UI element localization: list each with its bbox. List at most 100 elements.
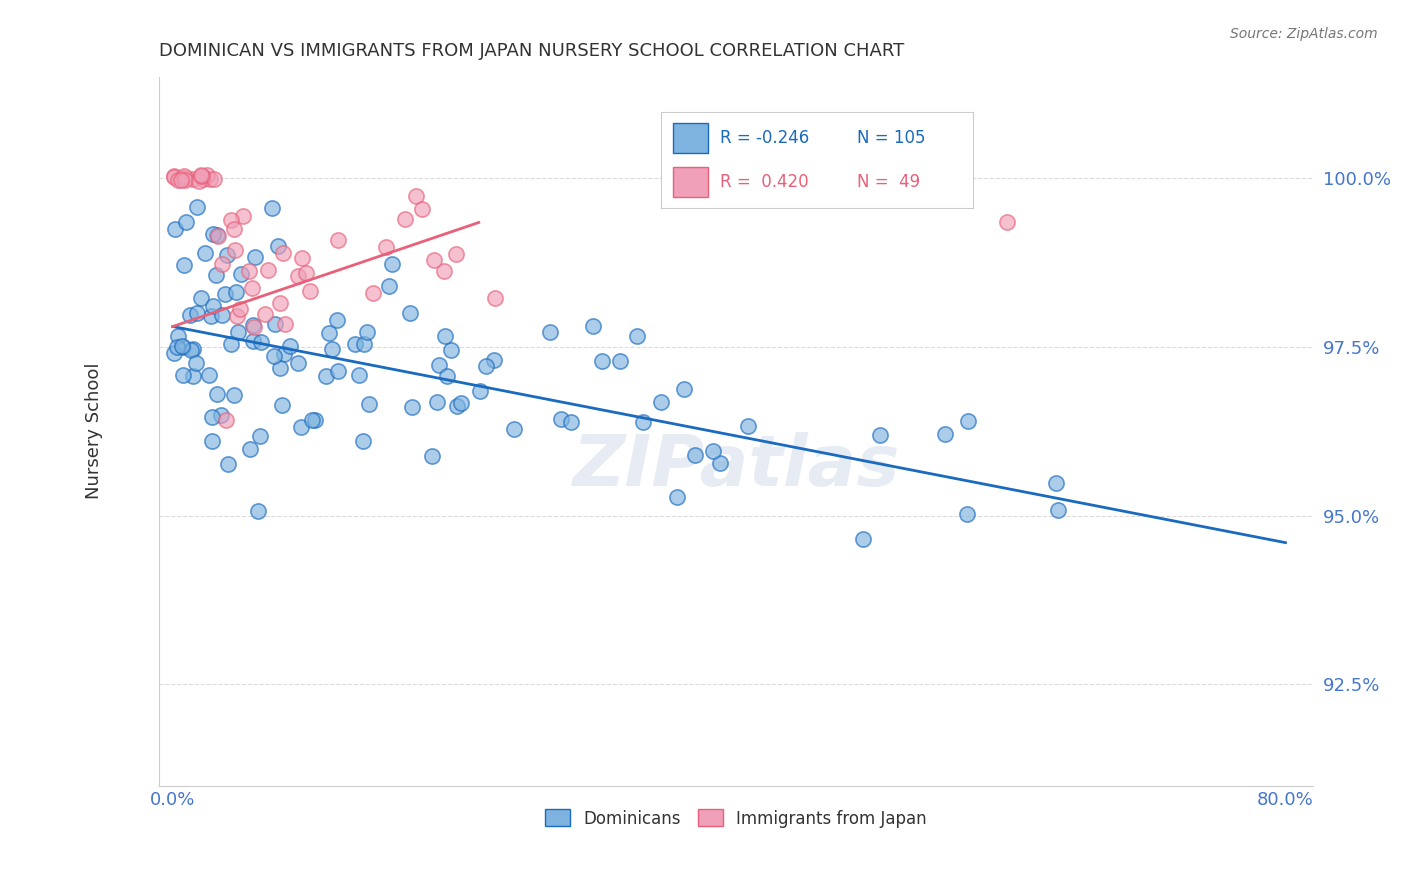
Point bbox=[304, 412, 326, 426]
Point bbox=[343, 336, 366, 351]
Point bbox=[423, 252, 446, 267]
Point bbox=[225, 310, 247, 324]
Point bbox=[167, 329, 190, 343]
Point bbox=[278, 339, 301, 353]
Point bbox=[238, 442, 260, 457]
Point bbox=[205, 228, 228, 243]
Point bbox=[163, 346, 186, 360]
Point bbox=[321, 342, 343, 356]
Point bbox=[315, 368, 337, 383]
Point bbox=[299, 284, 322, 298]
Point bbox=[186, 200, 208, 214]
Point bbox=[211, 257, 233, 271]
Point bbox=[538, 325, 561, 339]
Point bbox=[709, 456, 731, 470]
Point bbox=[229, 301, 252, 316]
Point bbox=[170, 173, 193, 187]
Point bbox=[242, 334, 264, 348]
Point bbox=[582, 318, 605, 333]
Point bbox=[181, 343, 204, 357]
Point bbox=[163, 169, 186, 184]
Point bbox=[550, 411, 572, 425]
Point bbox=[172, 340, 194, 354]
Point bbox=[934, 427, 956, 442]
Point bbox=[201, 410, 224, 425]
Point bbox=[326, 312, 349, 326]
Point bbox=[211, 309, 233, 323]
Point bbox=[263, 349, 285, 363]
Point bbox=[194, 246, 217, 260]
Point bbox=[202, 227, 225, 241]
Point bbox=[267, 238, 290, 252]
Point bbox=[181, 171, 204, 186]
Point bbox=[287, 268, 309, 283]
Point bbox=[398, 305, 420, 319]
Point bbox=[271, 398, 294, 412]
Point bbox=[650, 395, 672, 409]
Point bbox=[167, 173, 190, 187]
Point bbox=[204, 268, 226, 282]
Point bbox=[852, 533, 875, 547]
Point bbox=[172, 368, 194, 383]
Point bbox=[190, 169, 212, 184]
Point bbox=[869, 427, 891, 442]
Point bbox=[347, 368, 370, 383]
Point bbox=[318, 326, 340, 341]
Point bbox=[665, 490, 688, 504]
Point bbox=[702, 443, 724, 458]
Point bbox=[484, 291, 506, 305]
Point bbox=[301, 413, 323, 427]
Point bbox=[224, 388, 246, 402]
Text: DOMINICAN VS IMMIGRANTS FROM JAPAN NURSERY SCHOOL CORRELATION CHART: DOMINICAN VS IMMIGRANTS FROM JAPAN NURSE… bbox=[159, 42, 904, 60]
Point bbox=[326, 233, 349, 247]
Point bbox=[215, 412, 238, 426]
Point bbox=[995, 215, 1018, 229]
Point bbox=[240, 281, 263, 295]
Point bbox=[328, 364, 350, 378]
Point bbox=[254, 308, 277, 322]
Point bbox=[673, 383, 696, 397]
Legend: Dominicans, Immigrants from Japan: Dominicans, Immigrants from Japan bbox=[538, 803, 934, 834]
Point bbox=[685, 448, 707, 462]
Point bbox=[271, 246, 294, 260]
Point bbox=[450, 396, 472, 410]
Point bbox=[274, 317, 297, 331]
Point bbox=[737, 418, 759, 433]
Point bbox=[436, 369, 458, 384]
Point bbox=[229, 267, 252, 281]
Point bbox=[201, 434, 224, 448]
Point bbox=[243, 319, 266, 334]
Point bbox=[217, 457, 239, 471]
Point bbox=[357, 397, 380, 411]
Point bbox=[381, 257, 404, 271]
Point bbox=[290, 420, 312, 434]
Point bbox=[246, 504, 269, 518]
Point bbox=[242, 318, 264, 332]
Point bbox=[440, 343, 463, 357]
Point bbox=[446, 246, 468, 260]
Point bbox=[165, 221, 187, 235]
Point bbox=[394, 211, 416, 226]
Point bbox=[183, 369, 205, 384]
Point bbox=[260, 201, 283, 215]
Point bbox=[224, 222, 246, 236]
Point bbox=[190, 291, 212, 305]
Point bbox=[356, 325, 378, 339]
Point bbox=[174, 215, 197, 229]
Text: ZIPatlas: ZIPatlas bbox=[572, 432, 900, 501]
Point bbox=[170, 339, 193, 353]
Point bbox=[190, 168, 212, 182]
Point bbox=[186, 306, 208, 320]
Point bbox=[294, 266, 316, 280]
Point bbox=[273, 347, 295, 361]
Point bbox=[374, 240, 396, 254]
Point bbox=[446, 400, 468, 414]
Point bbox=[957, 415, 980, 429]
Point bbox=[257, 263, 280, 277]
Point bbox=[174, 171, 197, 186]
Point bbox=[1046, 502, 1069, 516]
Point bbox=[238, 264, 260, 278]
Point bbox=[219, 213, 242, 227]
Point bbox=[214, 287, 236, 301]
Point bbox=[433, 328, 456, 343]
